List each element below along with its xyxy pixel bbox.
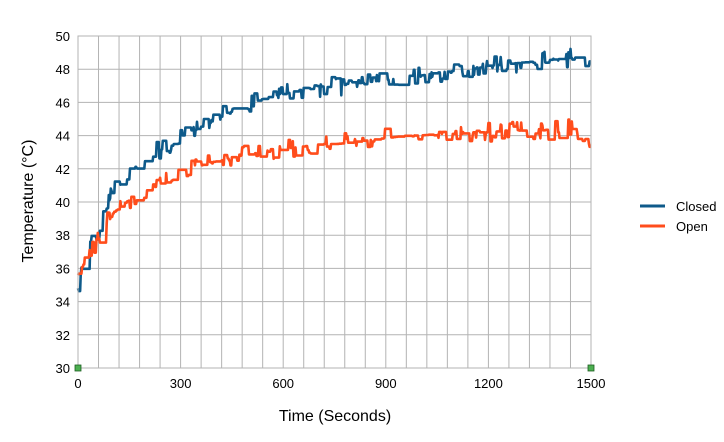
axes (74, 35, 595, 372)
y-tick-label: 36 (56, 261, 70, 276)
y-tick-label: 44 (56, 129, 70, 144)
series-lines (76, 47, 592, 293)
x-tick-label: 1200 (474, 376, 503, 391)
legend-item-closed: Closed (640, 199, 716, 214)
legend-label-open: Open (676, 219, 708, 234)
legend-label-closed: Closed (676, 199, 716, 214)
y-tick-label: 34 (56, 295, 70, 310)
x-axis-title: Time (Seconds) (279, 408, 391, 425)
origin-marker (74, 364, 82, 372)
y-tick-label: 50 (56, 29, 70, 44)
x-tick-label: 900 (375, 376, 397, 391)
y-tick-label: 40 (56, 195, 70, 210)
y-axis-title: Temperature (°C) (20, 140, 37, 263)
x-tick-label: 0 (74, 376, 81, 391)
series-line-open (76, 118, 592, 276)
y-tick-label: 42 (56, 162, 70, 177)
x-tick-label: 300 (170, 376, 192, 391)
y-tick-label: 30 (56, 361, 70, 376)
x-tick-label: 1500 (577, 376, 606, 391)
plot-area-border (77, 35, 592, 369)
x-tick-label: 600 (272, 376, 294, 391)
y-tick-label: 48 (56, 62, 70, 77)
y-tick-label: 46 (56, 95, 70, 110)
grid (77, 35, 592, 369)
end-marker (587, 364, 595, 372)
legend-item-open: Open (640, 219, 708, 234)
y-tick-label: 32 (56, 328, 70, 343)
y-tick-label: 38 (56, 228, 70, 243)
legend: Closed Open (640, 199, 716, 234)
tick-labels: 0 300 600 900 1200 1500 30 32 34 36 38 40 42 44 46 48 50 (56, 29, 606, 391)
series-line-closed (76, 47, 592, 293)
